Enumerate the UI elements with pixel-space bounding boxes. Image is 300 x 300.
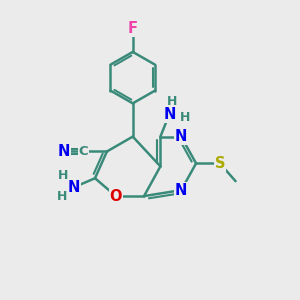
Text: F: F [128, 21, 138, 36]
Text: H: H [58, 169, 68, 182]
Text: N: N [58, 144, 70, 159]
Text: N: N [163, 107, 176, 122]
Text: H: H [180, 111, 190, 124]
Text: C: C [78, 145, 88, 158]
Text: O: O [110, 189, 122, 204]
Text: H: H [167, 95, 178, 108]
Text: N: N [175, 183, 188, 198]
Text: N: N [68, 180, 80, 195]
Text: S: S [214, 156, 225, 171]
Text: N: N [175, 129, 188, 144]
Text: H: H [56, 190, 67, 203]
